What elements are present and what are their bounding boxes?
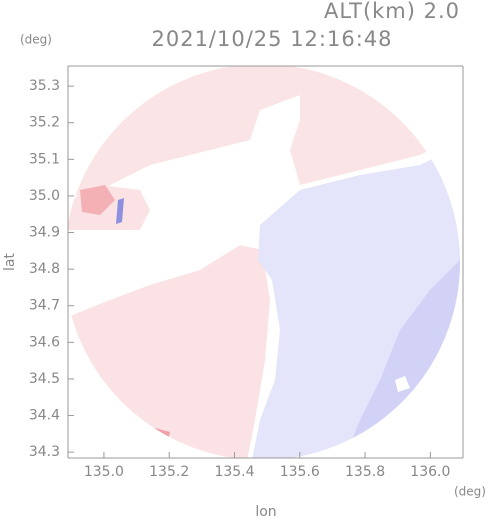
altitude: ALT(km) 2.0 xyxy=(324,0,460,23)
y-axis-label: lat xyxy=(2,253,18,271)
y-tick-label: 34.8 xyxy=(29,261,60,277)
x-axis-label: lon xyxy=(255,504,276,520)
y-tick-label: 34.6 xyxy=(29,334,60,350)
y-tick-label: 34.5 xyxy=(29,371,60,387)
y-tick-label: 34.7 xyxy=(29,298,60,314)
chart-title: 2021/10/25 12:16:48 xyxy=(151,27,392,51)
y-tick-label: 34.3 xyxy=(29,444,60,460)
y-tick-label: 35.3 xyxy=(29,78,60,94)
x-tick-label: 135.4 xyxy=(214,464,254,480)
x-tick-label: 135.2 xyxy=(149,464,189,480)
radar-image xyxy=(68,66,460,458)
x-tick-label: 136.0 xyxy=(410,464,450,480)
y-tick-label: 35.1 xyxy=(29,151,60,167)
x-tick-label: 135.6 xyxy=(280,464,320,480)
x-tick-label: 135.0 xyxy=(84,464,124,480)
y-tick-label: 34.9 xyxy=(29,225,60,241)
x-unit: (deg) xyxy=(454,485,486,499)
y-unit: (deg) xyxy=(20,33,52,47)
y-tick-label: 35.0 xyxy=(29,188,60,204)
y-tick-label: 35.2 xyxy=(29,115,60,131)
x-tick-label: 135.8 xyxy=(345,464,385,480)
y-tick-label: 34.4 xyxy=(29,408,60,424)
